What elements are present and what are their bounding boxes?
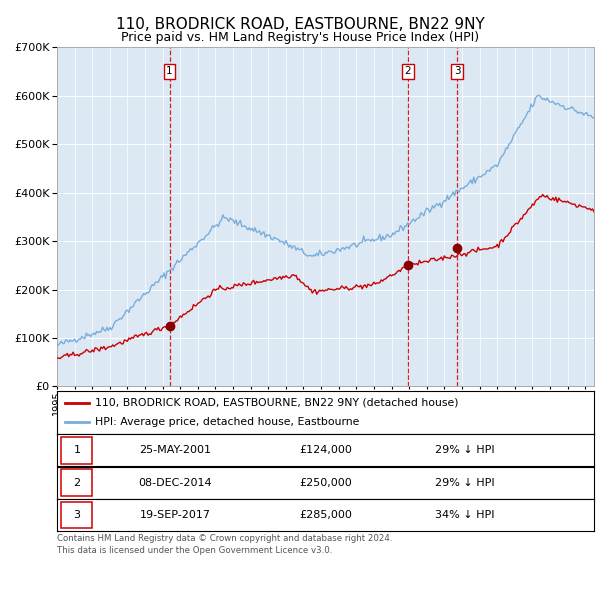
Text: 34% ↓ HPI: 34% ↓ HPI [436, 510, 495, 520]
Text: Contains HM Land Registry data © Crown copyright and database right 2024.
This d: Contains HM Land Registry data © Crown c… [57, 534, 392, 555]
Text: 1: 1 [73, 445, 80, 455]
Text: 08-DEC-2014: 08-DEC-2014 [139, 478, 212, 487]
Text: Price paid vs. HM Land Registry's House Price Index (HPI): Price paid vs. HM Land Registry's House … [121, 31, 479, 44]
Text: 3: 3 [454, 67, 460, 77]
Text: 110, BRODRICK ROAD, EASTBOURNE, BN22 9NY (detached house): 110, BRODRICK ROAD, EASTBOURNE, BN22 9NY… [95, 398, 458, 408]
Text: £250,000: £250,000 [299, 478, 352, 487]
Text: HPI: Average price, detached house, Eastbourne: HPI: Average price, detached house, East… [95, 417, 359, 427]
FancyBboxPatch shape [61, 502, 92, 529]
Text: 2: 2 [404, 67, 411, 77]
FancyBboxPatch shape [61, 437, 92, 464]
Text: £124,000: £124,000 [299, 445, 352, 455]
Text: 110, BRODRICK ROAD, EASTBOURNE, BN22 9NY: 110, BRODRICK ROAD, EASTBOURNE, BN22 9NY [116, 17, 484, 31]
Text: 19-SEP-2017: 19-SEP-2017 [140, 510, 211, 520]
Text: 2: 2 [73, 478, 80, 487]
Text: 29% ↓ HPI: 29% ↓ HPI [436, 445, 495, 455]
Text: 25-MAY-2001: 25-MAY-2001 [139, 445, 211, 455]
Text: 29% ↓ HPI: 29% ↓ HPI [436, 478, 495, 487]
Text: 1: 1 [166, 67, 173, 77]
FancyBboxPatch shape [61, 469, 92, 496]
Text: £285,000: £285,000 [299, 510, 352, 520]
Text: 3: 3 [73, 510, 80, 520]
